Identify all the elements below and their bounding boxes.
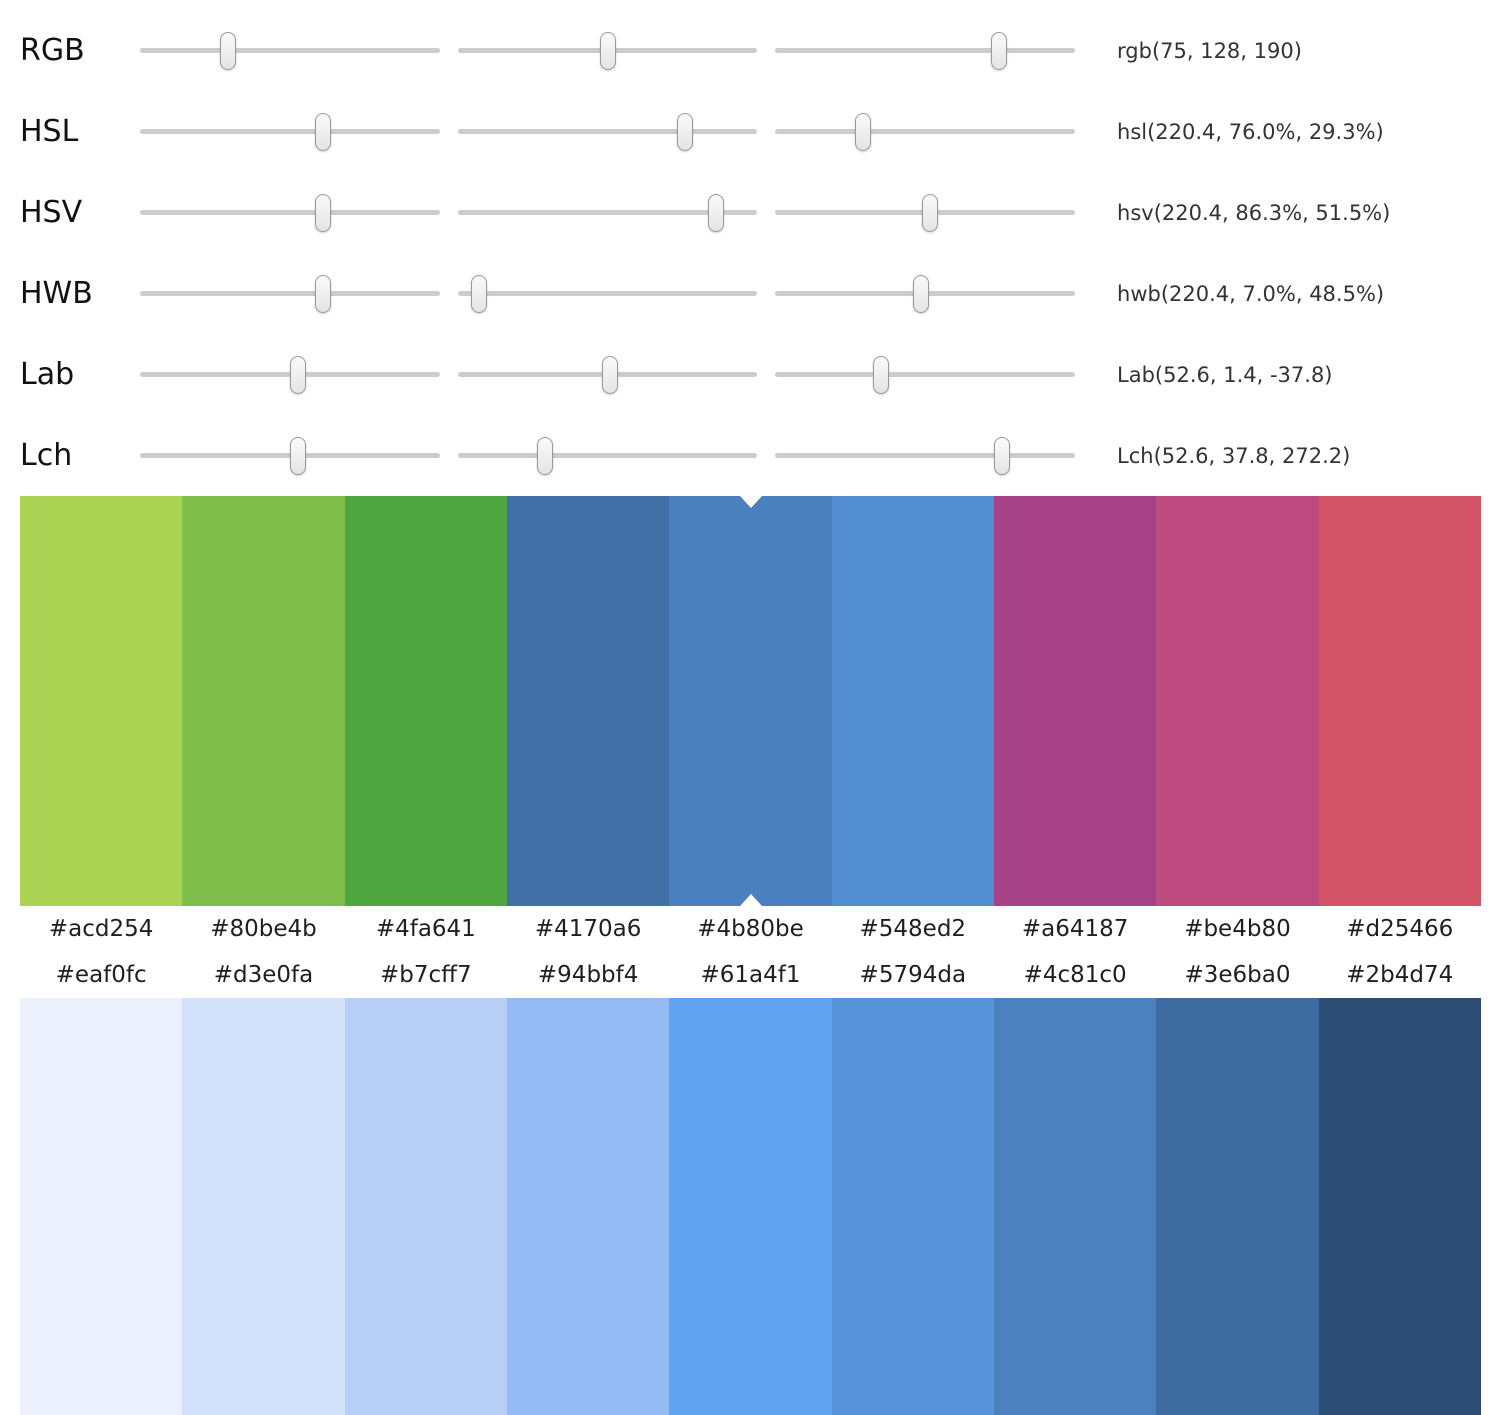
tint-swatch-6[interactable] xyxy=(993,998,1157,1415)
slider-thumb-rgb-1[interactable] xyxy=(220,31,237,70)
slider-thumb-lch-3[interactable] xyxy=(993,436,1010,475)
tint-hex-label-2: #b7cff7 xyxy=(380,962,472,988)
hue-swatch-1[interactable] xyxy=(182,496,345,906)
hue-palette xyxy=(20,496,1481,906)
slider-track-hsl-2[interactable] xyxy=(457,112,758,151)
slider-track-rgb-2[interactable] xyxy=(457,31,758,70)
slider-track-hwb-3[interactable] xyxy=(775,274,1076,313)
hue-swatch-8[interactable] xyxy=(1318,496,1481,906)
slider-thumb-hsl-3[interactable] xyxy=(855,112,872,151)
selected-swatch-notch-top xyxy=(739,496,762,508)
tint-scale-palette xyxy=(20,998,1481,1415)
tint-swatch-7[interactable] xyxy=(1156,998,1319,1415)
slider-thumb-hwb-3[interactable] xyxy=(912,274,929,313)
slider-section: RGB rgb(75, 128, 190) HSL hsl(220.4, 76.0%,… xyxy=(0,0,1501,496)
slider-thumb-lch-2[interactable] xyxy=(536,436,553,475)
slider-track-rgb-3[interactable] xyxy=(775,31,1076,70)
hue-swatch-4[interactable] xyxy=(669,496,832,906)
tint-swatch-2[interactable] xyxy=(344,998,507,1415)
tint-hex-label-5: #5794da xyxy=(859,962,967,988)
color-value-text: Lch(52.6, 37.8, 272.2) xyxy=(1117,443,1351,468)
color-value-text: Lab(52.6, 1.4, -37.8) xyxy=(1117,362,1333,387)
slider-row-lab: Lab Lab(52.6, 1.4, -37.8) xyxy=(0,334,1501,415)
slider-track-hsv-2[interactable] xyxy=(457,193,758,232)
tint-hex-label-6: #4c81c0 xyxy=(1023,962,1127,988)
slider-thumb-lab-1[interactable] xyxy=(289,355,306,394)
slider-track-lch-2[interactable] xyxy=(457,436,758,475)
hue-swatch-3[interactable] xyxy=(506,496,670,906)
slider-row-rgb: RGB rgb(75, 128, 190) xyxy=(0,10,1501,91)
slider-track-lab-2[interactable] xyxy=(457,355,758,394)
slider-track-lch-1[interactable] xyxy=(140,436,440,475)
tint-swatch-8[interactable] xyxy=(1318,998,1481,1415)
slider-thumb-hsv-3[interactable] xyxy=(921,193,938,232)
slider-thumb-hwb-2[interactable] xyxy=(470,274,487,313)
colorspace-label: HWB xyxy=(20,276,93,311)
hue-hex-label-1: #80be4b xyxy=(210,916,317,942)
slider-track-rgb-1[interactable] xyxy=(140,31,440,70)
slider-thumb-hsl-2[interactable] xyxy=(677,112,694,151)
slider-thumb-rgb-2[interactable] xyxy=(600,31,617,70)
color-value-text: rgb(75, 128, 190) xyxy=(1117,38,1302,63)
slider-thumb-hsv-2[interactable] xyxy=(708,193,725,232)
slider-track-hsv-1[interactable] xyxy=(140,193,440,232)
tint-swatch-0[interactable] xyxy=(20,998,183,1415)
slider-track-hsv-3[interactable] xyxy=(775,193,1076,232)
slider-row-lch: Lch Lch(52.6, 37.8, 272.2) xyxy=(0,415,1501,496)
hue-hex-label-0: #acd254 xyxy=(48,916,154,942)
slider-row-hwb: HWB hwb(220.4, 7.0%, 48.5%) xyxy=(0,253,1501,334)
tint-swatch-4[interactable] xyxy=(669,998,832,1415)
hue-swatch-2[interactable] xyxy=(344,496,507,906)
tint-swatch-3[interactable] xyxy=(506,998,670,1415)
selected-swatch-notch-bottom xyxy=(739,894,762,906)
slider-row-hsl: HSL hsl(220.4, 76.0%, 29.3%) xyxy=(0,91,1501,172)
slider-thumb-lab-2[interactable] xyxy=(601,355,618,394)
slider-thumb-hsl-1[interactable] xyxy=(315,112,332,151)
slider-thumb-rgb-3[interactable] xyxy=(990,31,1007,70)
slider-thumb-lch-1[interactable] xyxy=(289,436,306,475)
hue-palette-hex-labels: #acd254 #80be4b #4fa641 #4170a6 #4b80be #548e… xyxy=(20,906,1481,952)
tint-hex-label-1: #d3e0fa xyxy=(213,962,314,988)
color-value-text: hwb(220.4, 7.0%, 48.5%) xyxy=(1117,281,1385,306)
slider-track-lch-3[interactable] xyxy=(775,436,1076,475)
slider-track-hsl-3[interactable] xyxy=(775,112,1076,151)
hue-hex-label-4: #4b80be xyxy=(697,916,804,942)
hue-hex-label-7: #be4b80 xyxy=(1184,916,1291,942)
hue-hex-label-8: #d25466 xyxy=(1346,916,1454,942)
slider-track-hwb-2[interactable] xyxy=(457,274,758,313)
tint-swatch-5[interactable] xyxy=(831,998,994,1415)
slider-track-lab-1[interactable] xyxy=(140,355,440,394)
slider-row-hsv: HSV hsv(220.4, 86.3%, 51.5%) xyxy=(0,172,1501,253)
tint-hex-label-4: #61a4f1 xyxy=(700,962,801,988)
tint-swatch-1[interactable] xyxy=(182,998,345,1415)
slider-track-hsl-1[interactable] xyxy=(140,112,440,151)
hue-hex-label-2: #4fa641 xyxy=(375,916,476,942)
tint-hex-label-3: #94bbf4 xyxy=(537,962,639,988)
colorspace-label: HSV xyxy=(20,195,83,230)
color-value-text: hsv(220.4, 86.3%, 51.5%) xyxy=(1117,200,1391,225)
slider-thumb-lab-3[interactable] xyxy=(873,355,890,394)
tint-scale-hex-labels: #eaf0fc #d3e0fa #b7cff7 #94bbf4 #61a4f1 #5794… xyxy=(20,952,1481,998)
tint-hex-label-7: #3e6ba0 xyxy=(1184,962,1291,988)
hue-swatch-5[interactable] xyxy=(831,496,994,906)
hue-swatch-7[interactable] xyxy=(1156,496,1319,906)
tint-hex-label-8: #2b4d74 xyxy=(1346,962,1454,988)
slider-thumb-hsv-1[interactable] xyxy=(315,193,332,232)
hue-swatch-6[interactable] xyxy=(993,496,1157,906)
hue-swatch-0[interactable] xyxy=(20,496,183,906)
hue-hex-label-6: #a64187 xyxy=(1021,916,1129,942)
colorspace-label: RGB xyxy=(20,33,85,68)
hue-hex-label-3: #4170a6 xyxy=(534,916,642,942)
slider-track-lab-3[interactable] xyxy=(775,355,1076,394)
colorspace-label: Lab xyxy=(20,357,75,392)
colorspace-label: HSL xyxy=(20,114,79,149)
slider-track-hwb-1[interactable] xyxy=(140,274,440,313)
colorspace-label: Lch xyxy=(20,438,73,473)
hue-hex-label-5: #548ed2 xyxy=(859,916,967,942)
slider-thumb-hwb-1[interactable] xyxy=(315,274,332,313)
color-value-text: hsl(220.4, 76.0%, 29.3%) xyxy=(1117,119,1384,144)
tint-hex-label-0: #eaf0fc xyxy=(55,962,147,988)
